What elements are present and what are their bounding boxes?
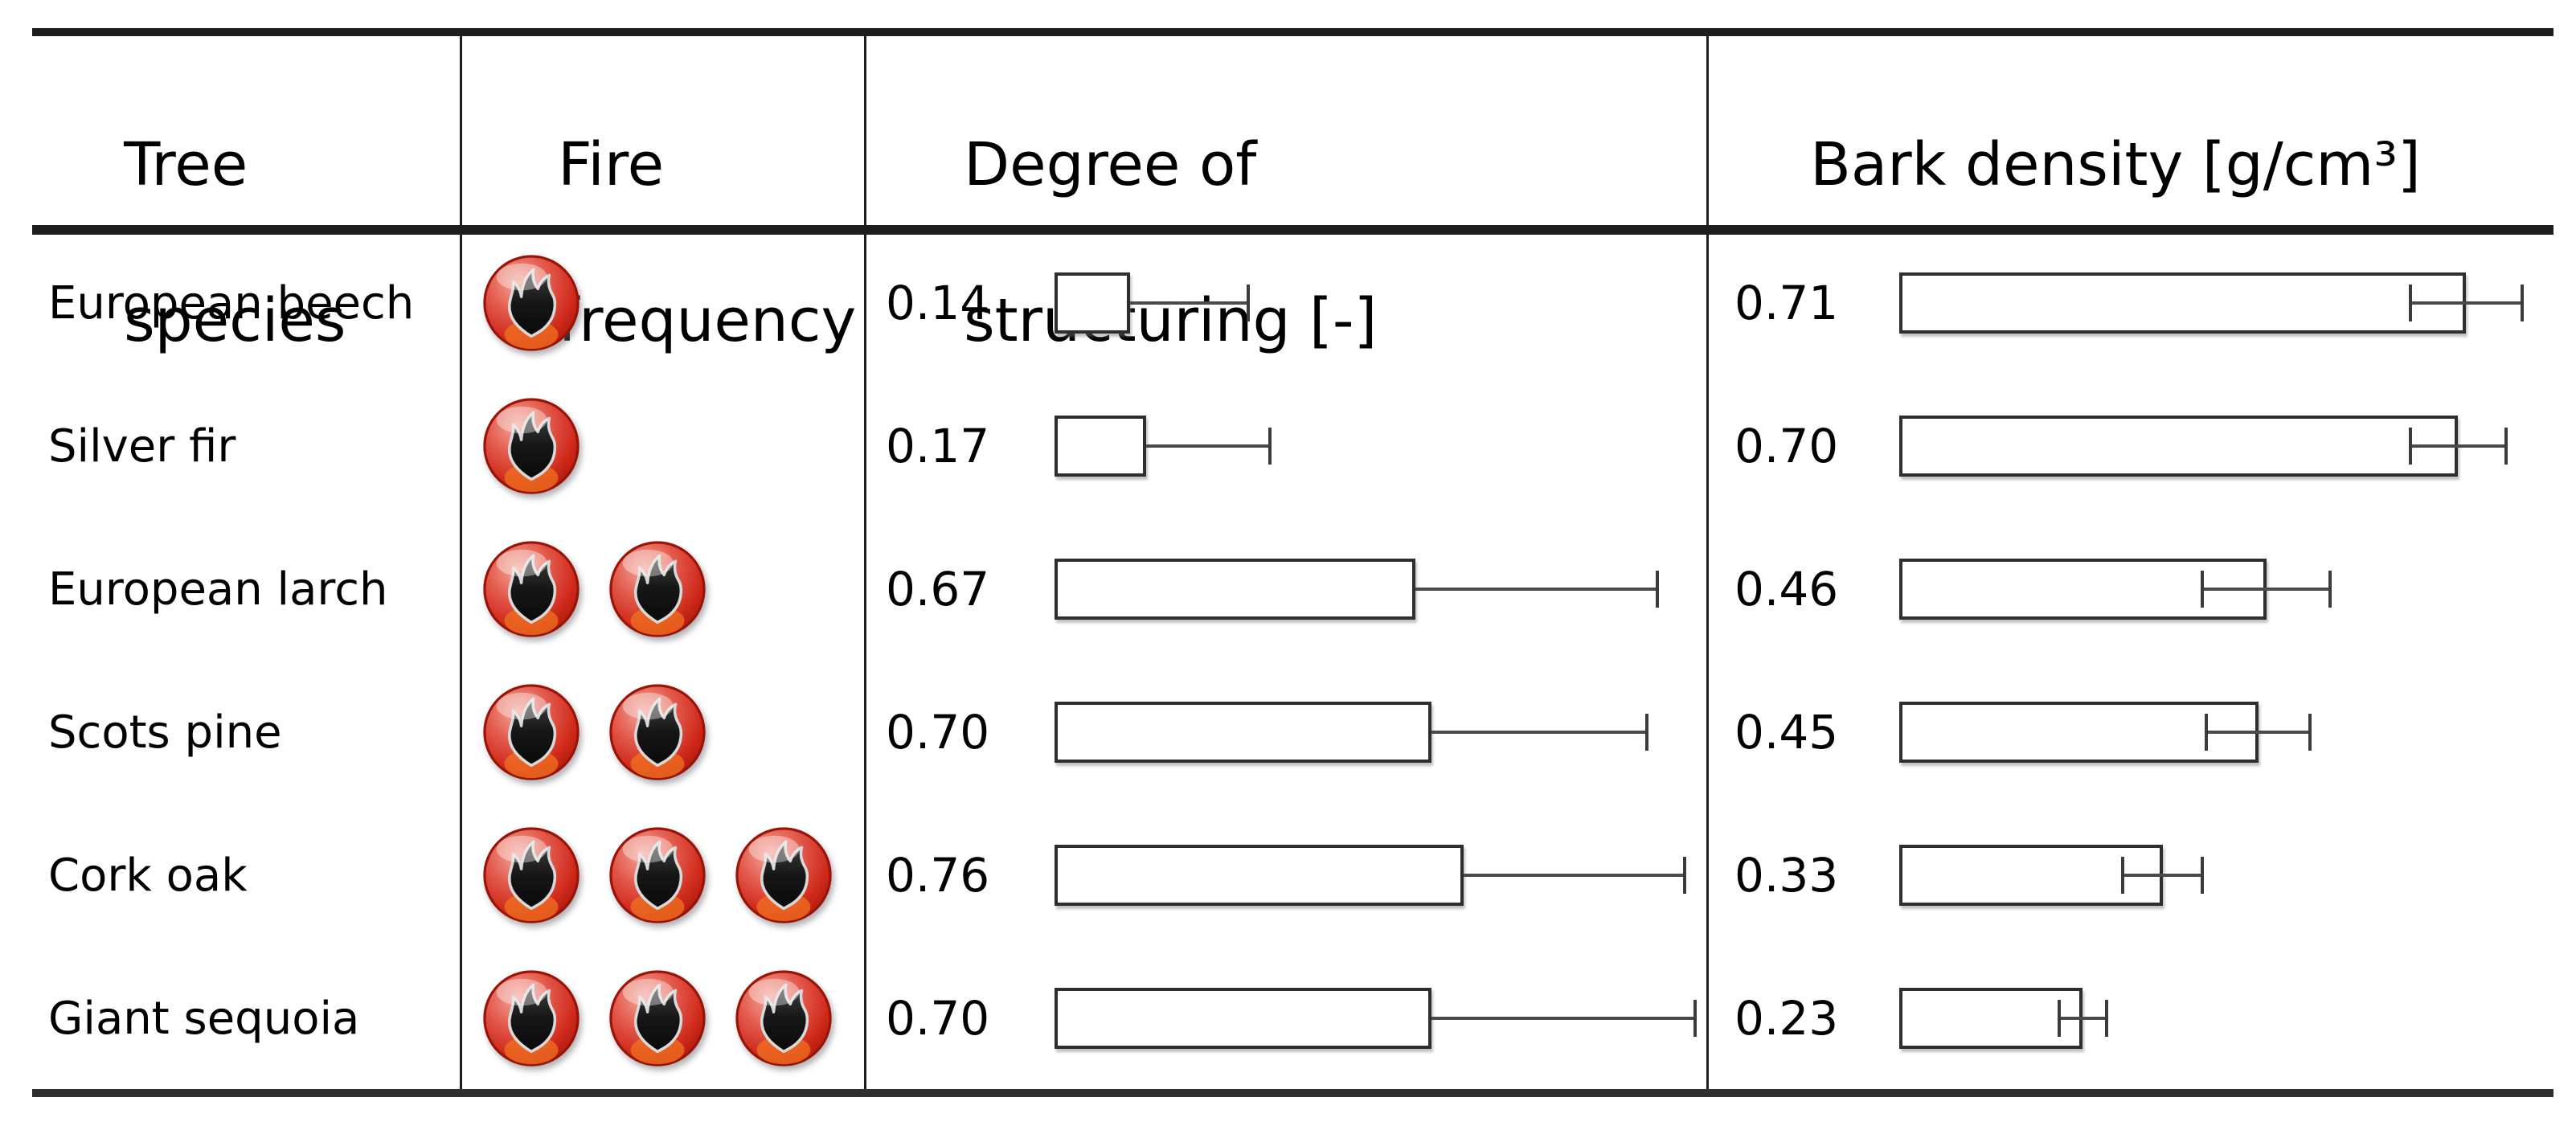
top-border-rule: [32, 28, 2553, 36]
fire-icon: [609, 827, 706, 923]
header-line: Tree: [124, 130, 248, 199]
table-row: Silver fir 0.17 0.70: [0, 375, 2576, 518]
structuring-bar: [1055, 416, 1146, 477]
fire-icon: [483, 541, 579, 637]
bark-errorbar-cap-right: [2105, 1000, 2109, 1037]
fire-icon: [483, 827, 579, 923]
fire-frequency-icons: [481, 538, 708, 640]
column-separator-fire-structuring: [864, 36, 866, 1089]
structuring-whisker-line: [1464, 874, 1685, 877]
structuring-value-label: 0.67: [886, 562, 990, 616]
bark-density-value-label: 0.23: [1734, 991, 1839, 1046]
fire-icon: [483, 255, 579, 351]
column-separator-structuring-bark: [1706, 36, 1709, 1089]
structuring-whisker-cap: [1656, 571, 1660, 608]
bark-errorbar-line: [2206, 731, 2311, 734]
bark-density-bar: [1899, 988, 2083, 1049]
fire-icon: [609, 684, 706, 780]
header-line: Degree of: [964, 130, 1257, 199]
structuring-value-label: 0.14: [886, 276, 990, 330]
fire-icon: [735, 970, 832, 1067]
structuring-value-label: 0.70: [886, 991, 990, 1046]
species-label: Silver fir: [48, 420, 236, 473]
structuring-whisker-cap: [1682, 857, 1686, 894]
bark-errorbar-line: [2410, 301, 2522, 305]
bark-density-bar: [1899, 702, 2259, 763]
header-line: Fire: [558, 130, 665, 199]
bark-density-bar: [1899, 559, 2267, 620]
structuring-whisker-line: [1145, 444, 1270, 448]
structuring-whisker-cap: [1693, 1000, 1698, 1037]
structuring-bar: [1055, 272, 1130, 334]
fire-icon: [735, 827, 832, 923]
structuring-value-label: 0.17: [886, 419, 990, 473]
fire-frequency-icons: [481, 968, 834, 1069]
bark-errorbar-line: [2123, 874, 2203, 877]
fire-icon: [609, 541, 706, 637]
bark-errorbar-cap-left: [2408, 285, 2412, 321]
fire-frequency-icons: [481, 252, 582, 354]
fire-frequency-icons: [481, 682, 708, 783]
species-label: Giant sequoia: [48, 992, 360, 1045]
bark-errorbar-cap-right: [2504, 428, 2508, 465]
structuring-bar: [1055, 559, 1415, 620]
column-header-tree-species: Tree species: [48, 48, 346, 438]
header-line: frequency: [558, 286, 857, 355]
structuring-whisker-line: [1415, 588, 1658, 591]
species-label: European larch: [48, 563, 388, 616]
fire-frequency-icons: [481, 395, 582, 497]
fire-icon: [483, 684, 579, 780]
bark-errorbar-cap-left: [2121, 857, 2125, 894]
bark-density-value-label: 0.70: [1734, 419, 1839, 473]
bark-errorbar-cap-right: [2520, 285, 2524, 321]
bark-density-value-label: 0.46: [1734, 562, 1839, 616]
bark-errorbar-cap-left: [2205, 714, 2209, 751]
structuring-whisker-cap: [1268, 428, 1272, 465]
bark-errorbar-cap-right: [2308, 714, 2312, 751]
bark-errorbar-line: [2058, 1017, 2107, 1020]
fire-icon: [483, 398, 579, 494]
bark-errorbar-line: [2202, 588, 2331, 591]
bark-density-bar: [1899, 272, 2467, 334]
bark-errorbar-cap-left: [2201, 571, 2205, 608]
bark-errorbar-cap-right: [2328, 571, 2332, 608]
header-line: Bark density [g/cm³]: [1810, 130, 2421, 199]
species-label: Scots pine: [48, 706, 282, 759]
fire-icon: [609, 970, 706, 1067]
species-label: Cork oak: [48, 849, 248, 902]
table-row: Giant sequoia: [0, 947, 2576, 1090]
structuring-whisker-cap: [1247, 285, 1251, 321]
structuring-value-label: 0.76: [886, 848, 990, 903]
bark-errorbar-line: [2410, 444, 2506, 448]
column-header-fire-frequency: Fire frequency: [482, 48, 856, 438]
bark-errorbar-cap-left: [2057, 1000, 2061, 1037]
bottom-border-rule: [32, 1089, 2553, 1097]
header-separator-rule: [32, 225, 2553, 235]
bark-errorbar-cap-left: [2408, 428, 2412, 465]
structuring-whisker-line: [1431, 731, 1647, 734]
structuring-whisker-line: [1431, 1017, 1696, 1020]
bark-errorbar-cap-right: [2201, 857, 2205, 894]
structuring-bar: [1055, 845, 1464, 906]
table-row: Cork oak: [0, 804, 2576, 947]
structuring-whisker-line: [1129, 301, 1249, 305]
bark-density-value-label: 0.33: [1734, 848, 1839, 903]
bark-density-bar: [1899, 845, 2163, 906]
column-header-bark-density: Bark density [g/cm³]: [1734, 48, 2421, 282]
bark-density-value-label: 0.71: [1734, 276, 1839, 330]
structuring-bar: [1055, 988, 1431, 1049]
table-row: European larch: [0, 518, 2576, 661]
table-row: European beech 0.14 0.71: [0, 231, 2576, 375]
table-row: Scots pine: [0, 661, 2576, 804]
fire-icon: [483, 970, 579, 1067]
bark-density-bar: [1899, 416, 2459, 477]
structuring-value-label: 0.70: [886, 705, 990, 760]
structuring-whisker-cap: [1645, 714, 1648, 751]
header-line: species: [124, 286, 346, 355]
fire-frequency-icons: [481, 825, 834, 926]
structuring-bar: [1055, 702, 1431, 763]
bark-density-value-label: 0.45: [1734, 705, 1839, 760]
species-label: European beech: [48, 276, 415, 330]
column-separator-species-fire: [460, 36, 462, 1089]
